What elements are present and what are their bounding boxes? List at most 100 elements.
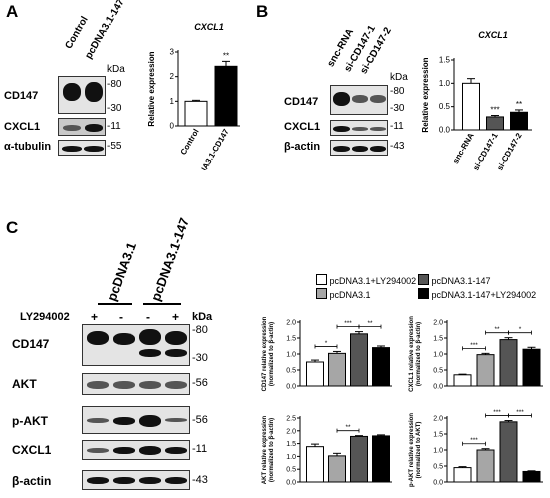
blot-cxcl1 [82, 440, 190, 460]
lane-label: pcDNA3.1-147 [83, 0, 127, 61]
y-tick-label: 1.0 [433, 352, 443, 359]
chart-c-pakt: p-AKT relative expression(normalized to … [409, 409, 543, 487]
treatment-sign: + [91, 310, 99, 324]
bar [328, 352, 346, 387]
y-tick-label: 0.5 [286, 467, 296, 474]
protein-label: β-actin [12, 474, 52, 488]
bar [462, 82, 480, 131]
protein-label: β-actin [284, 141, 321, 153]
bar [476, 449, 495, 483]
y-tick-label: 0.0 [433, 384, 443, 391]
protein-label: p-AKT [12, 414, 48, 428]
marker-label: -11 [107, 121, 121, 132]
bar [184, 100, 208, 127]
bar [522, 348, 541, 387]
y-axis-label: CD147 relative expression(normalized to … [262, 316, 275, 391]
significance-label: ** [494, 326, 500, 333]
lane-label: Control [63, 14, 91, 51]
band [352, 146, 368, 152]
band [333, 126, 350, 132]
band [165, 477, 187, 484]
blot-akt [82, 373, 190, 395]
y-tick-label: 0.5 [433, 368, 443, 375]
band [87, 331, 109, 345]
marker-label: -56 [192, 414, 208, 426]
protein-label: CXCL1 [12, 443, 52, 457]
blot-alpha-tubulin [58, 140, 106, 156]
legend-item: pcDNA3.1-147 [418, 274, 491, 286]
protein-label: AKT [12, 377, 37, 391]
y-tick-label: 1 [170, 97, 175, 106]
y-tick-label: 0.0 [286, 384, 296, 391]
legend-label: pcDNA3.1-147 [431, 276, 491, 286]
y-tick-label: 1.0 [286, 454, 296, 461]
marker-label: -30 [390, 103, 405, 114]
marker-label: -11 [390, 121, 404, 132]
y-tick-label: 3 [170, 48, 175, 57]
band [139, 446, 161, 455]
bar [453, 374, 472, 387]
chart-title: CXCL1 [478, 30, 508, 40]
panel-letter-c: C [6, 218, 19, 237]
band [352, 95, 368, 103]
band [62, 146, 82, 152]
legend-item: pcDNA3.1-147+LY294002 [418, 288, 536, 300]
band [87, 381, 109, 389]
significance-label: *** [344, 320, 352, 327]
y-tick-label: 0 [170, 122, 175, 131]
significance-label: *** [470, 342, 478, 349]
y-tick-label: 2.5 [286, 416, 296, 423]
blot-cd147 [330, 85, 388, 115]
y-tick-label: 1.0 [433, 448, 443, 455]
legend-swatch [418, 274, 429, 285]
bar [499, 421, 518, 483]
panel-letter-b: B [256, 2, 269, 21]
y-tick-label: 1.5 [439, 56, 451, 65]
band [63, 83, 81, 101]
band [139, 477, 161, 484]
treatment-sign: - [146, 310, 150, 324]
band [139, 349, 161, 357]
bar [328, 455, 346, 483]
band [84, 146, 104, 152]
band [165, 447, 187, 454]
chart-c-akt: AKT relative expression(normalized to β-… [262, 415, 392, 487]
y-tick-label: 1.0 [439, 79, 451, 88]
bar [372, 435, 390, 483]
chart-c-cd147: CD147 relative expression(normalized to … [262, 316, 392, 391]
band [370, 146, 386, 152]
marker-label: -80 [192, 324, 208, 336]
kda-label: kDa [390, 72, 408, 83]
blot-p-akt [82, 406, 190, 434]
band [333, 92, 350, 106]
treatment-sign: + [172, 310, 180, 324]
y-axis-label: p-AKT relative expression(normalized to … [409, 413, 422, 487]
blot-cxcl1 [58, 118, 106, 136]
significance-label: *** [493, 409, 501, 416]
protein-label: CD147 [12, 337, 50, 351]
legend-label: pcDNA3.1+LY294002 [329, 276, 417, 286]
y-tick-label: 0.5 [439, 102, 451, 111]
marker-label: -43 [390, 141, 405, 152]
panel-letter-a: A [6, 2, 19, 21]
group-underline [143, 303, 181, 305]
bar [522, 470, 541, 483]
y-axis-label: Relative expression [147, 51, 156, 126]
band [113, 447, 135, 454]
significance-label: ** [223, 51, 229, 60]
band [139, 381, 161, 389]
legend-label: pcDNA3.1 [329, 290, 371, 300]
group-underline [98, 303, 132, 305]
significance-label: ** [367, 320, 373, 327]
blot-cxcl1 [330, 120, 388, 136]
band [165, 331, 187, 345]
x-tick-label: si-CD147-2 [495, 131, 524, 172]
significance-label: ** [345, 424, 351, 431]
bar [350, 435, 368, 483]
legend: pcDNA3.1+LY294002 pcDNA3.1-147 pcDNA3.1 … [316, 274, 548, 304]
bar [476, 354, 495, 387]
y-tick-label: 0.0 [433, 480, 443, 487]
significance-label: *** [490, 106, 499, 115]
blot-cd147 [58, 76, 106, 114]
band [63, 125, 81, 131]
